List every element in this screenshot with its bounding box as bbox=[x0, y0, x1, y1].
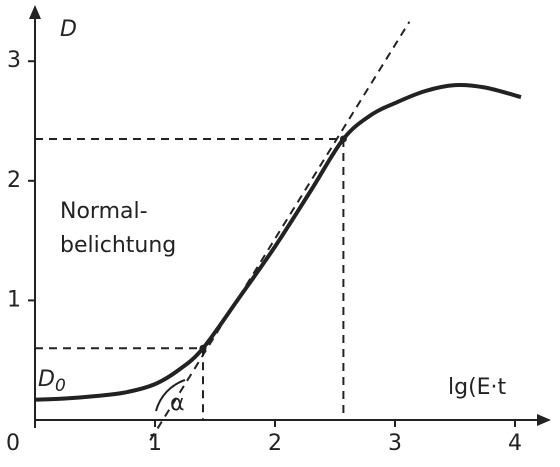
annotation: belichtung bbox=[60, 233, 176, 258]
curve bbox=[34, 82, 522, 402]
y-tick-label: 1 bbox=[7, 287, 21, 312]
x-tick-label: 0 bbox=[6, 431, 20, 456]
x-tick-label: 4 bbox=[508, 431, 522, 456]
annotation: Normal- bbox=[60, 199, 148, 224]
x-tick-label: 1 bbox=[148, 431, 162, 456]
y-axis-arrow bbox=[29, 5, 41, 19]
d0-main: D bbox=[38, 367, 55, 392]
angle-arc bbox=[155, 379, 186, 412]
d0-sub: 0 bbox=[55, 376, 66, 396]
y-tick-label: 3 bbox=[7, 48, 21, 73]
x-axis-arrow bbox=[537, 414, 551, 426]
y-axis-label: D bbox=[60, 17, 77, 42]
x-tick-label: 3 bbox=[388, 431, 402, 456]
tangent-line bbox=[149, 21, 411, 441]
d0-label: D0 bbox=[38, 367, 66, 396]
y-tick-label: 2 bbox=[7, 168, 21, 193]
angle-label: α bbox=[170, 391, 185, 416]
x-axis-label: lg(E·t bbox=[448, 375, 507, 400]
x-tick-label: 2 bbox=[268, 431, 282, 456]
